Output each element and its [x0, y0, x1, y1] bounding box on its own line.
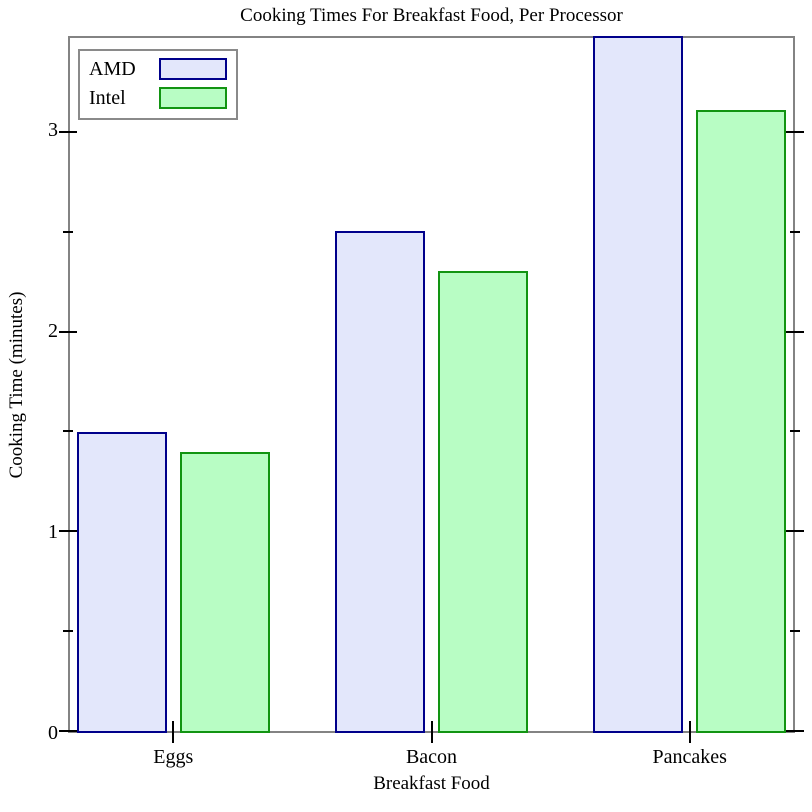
x-tick: [430, 721, 433, 743]
x-category-label: Bacon: [405, 746, 458, 768]
y-tick-label: 0: [48, 722, 58, 744]
y-major-tick-left: [59, 530, 77, 533]
bar-amd-eggs: [76, 431, 167, 733]
legend-label: AMD: [89, 58, 136, 80]
x-category-label: Pancakes: [652, 746, 727, 768]
chart-title: Cooking Times For Breakfast Food, Per Pr…: [240, 5, 623, 26]
legend: AMD Intel: [78, 49, 238, 120]
legend-swatch-intel: [159, 87, 227, 109]
x-tick: [172, 721, 175, 743]
legend-swatch-amd: [159, 58, 227, 80]
y-tick-label: 3: [48, 119, 58, 142]
legend-label: Intel: [89, 87, 126, 109]
y-major-tick-right: [786, 330, 804, 333]
y-minor-tick-right: [790, 230, 800, 233]
y-major-tick-right: [786, 530, 804, 533]
y-minor-tick-right: [790, 430, 800, 433]
bar-intel-eggs: [179, 451, 270, 733]
y-tick-label: 1: [48, 521, 58, 544]
bar-amd-pancakes: [593, 36, 684, 733]
y-tick-label: 2: [48, 320, 58, 343]
y-major-tick-right: [786, 730, 804, 732]
y-minor-tick-left: [63, 630, 73, 633]
x-category-label: Eggs: [153, 746, 194, 768]
legend-row-amd: AMD: [89, 56, 227, 82]
bar-amd-bacon: [335, 230, 425, 733]
y-major-tick-right: [786, 130, 804, 133]
bar-intel-bacon: [438, 271, 528, 733]
legend-row-intel: Intel: [89, 85, 227, 111]
y-major-tick-left: [59, 330, 77, 333]
x-tick: [688, 721, 691, 743]
x-axis-label: Breakfast Food: [373, 773, 490, 794]
y-major-tick-left: [59, 730, 77, 732]
y-minor-tick-left: [63, 230, 73, 233]
y-major-tick-left: [59, 130, 77, 133]
y-minor-tick-left: [63, 430, 73, 433]
y-minor-tick-right: [790, 630, 800, 633]
bar-intel-pancakes: [696, 110, 787, 733]
plot-area: [59, 36, 804, 743]
